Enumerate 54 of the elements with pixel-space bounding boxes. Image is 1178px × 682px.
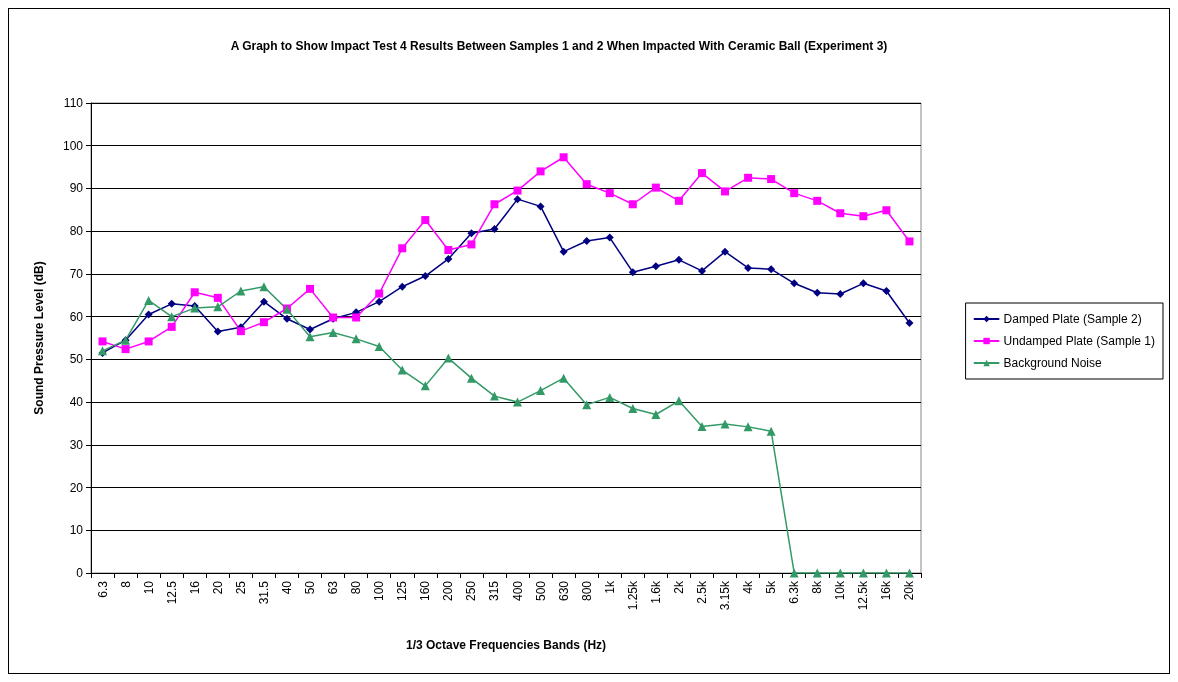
x-tick-label: 6.3 (95, 580, 110, 598)
x-tick-label: 250 (464, 580, 479, 602)
x-tick-label: 10k (833, 580, 848, 601)
x-tick-label: 10 (141, 580, 156, 595)
x-tick-label: 1.25k (625, 580, 640, 611)
legend-label: Damped Plate (Sample 2) (1003, 312, 1142, 326)
y-tick-label: 80 (69, 224, 84, 239)
y-tick-label: 90 (69, 181, 84, 196)
chart-title: A Graph to Show Impact Test 4 Results Between Samples 1 and 2 When Impacted With Ceramic Ball (Experiment 3) (230, 39, 888, 53)
x-tick-label: 200 (441, 580, 456, 602)
x-tick-label: 125 (395, 580, 410, 602)
x-tick-label: 16k (879, 580, 894, 601)
y-tick-label: 100 (62, 138, 84, 153)
x-tick-label: 25 (233, 580, 248, 595)
x-axis-title: 1/3 Octave Frequencies Bands (Hz) (405, 638, 607, 652)
x-tick-label: 20 (210, 580, 225, 595)
x-tick-label: 4k (741, 580, 756, 594)
y-tick-label: 40 (69, 395, 84, 410)
x-tick-label: 5k (764, 580, 779, 594)
x-tick-label: 80 (349, 580, 364, 595)
x-tick-label: 12.5k (856, 580, 871, 611)
x-tick-label: 160 (418, 580, 433, 602)
y-tick-label: 60 (69, 309, 84, 324)
y-tick-label: 10 (69, 523, 84, 538)
x-tick-label: 3.15k (718, 580, 733, 611)
x-tick-label: 100 (372, 580, 387, 602)
x-tick-label: 800 (579, 580, 594, 602)
x-tick-label: 315 (487, 580, 502, 602)
x-tick-label: 8 (118, 580, 133, 588)
y-tick-label: 0 (76, 566, 84, 580)
x-tick-label: 6.3k (787, 580, 802, 604)
x-tick-label: 16 (187, 580, 202, 595)
y-tick-label: 30 (69, 437, 84, 452)
y-tick-label: 70 (69, 266, 84, 281)
x-tick-label: 50 (303, 580, 318, 595)
y-tick-label: 20 (69, 480, 84, 495)
x-tick-label: 12.5 (164, 580, 179, 605)
x-tick-label: 31.5 (256, 580, 271, 605)
x-tick-label: 8k (810, 580, 825, 594)
x-tick-label: 2k (671, 580, 686, 594)
x-tick-label: 1.6k (648, 580, 663, 604)
x-tick-label: 63 (326, 580, 341, 595)
y-tick-label: 50 (69, 352, 84, 367)
x-tick-label: 20k (902, 580, 917, 601)
legend-label: Undamped Plate (Sample 1) (1003, 334, 1156, 348)
x-tick-label: 40 (279, 580, 294, 595)
legend-label: Background Noise (1003, 356, 1102, 370)
x-tick-label: 1k (602, 580, 617, 594)
x-tick-label: 2.5k (694, 580, 709, 604)
x-tick-label: 500 (533, 580, 548, 602)
x-tick-label: 400 (510, 580, 525, 602)
x-tick-label: 630 (556, 580, 571, 602)
y-tick-label: 110 (63, 96, 84, 110)
y-axis-title: Sound Pressure Level (dB) (32, 261, 46, 415)
